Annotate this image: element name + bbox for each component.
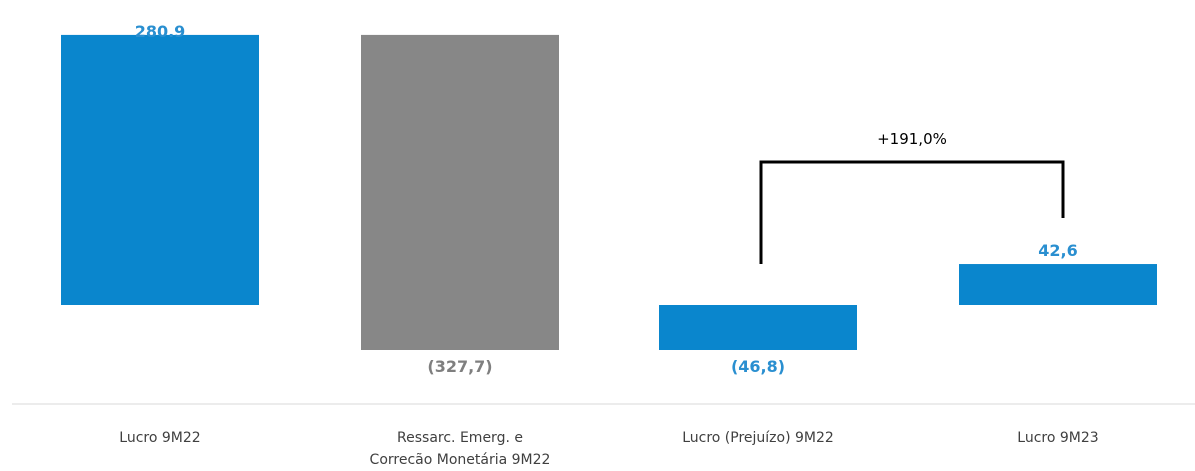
bar-1 xyxy=(61,34,259,306)
bar-4 xyxy=(959,264,1157,305)
data-label-2: (327,7) xyxy=(427,357,492,376)
category-label-2-line-1: Ressarc. Emerg. e xyxy=(397,430,523,446)
category-label-3: Lucro (Prejuízo) 9M22 xyxy=(682,430,834,446)
data-label-3: (46,8) xyxy=(731,357,785,376)
category-label-4: Lucro 9M23 xyxy=(1017,430,1098,446)
data-label-1: 280.9 xyxy=(135,22,186,41)
growth-annotation-label: +191,0% xyxy=(877,130,947,148)
growth-bracket xyxy=(759,160,1065,264)
category-label-1: Lucro 9M22 xyxy=(119,430,200,446)
category-label-2-line-2: Correcão Monetária 9M22 xyxy=(370,452,551,468)
bar-3 xyxy=(659,305,857,350)
bar-2 xyxy=(361,34,559,350)
data-label-4: 42,6 xyxy=(1038,241,1077,260)
